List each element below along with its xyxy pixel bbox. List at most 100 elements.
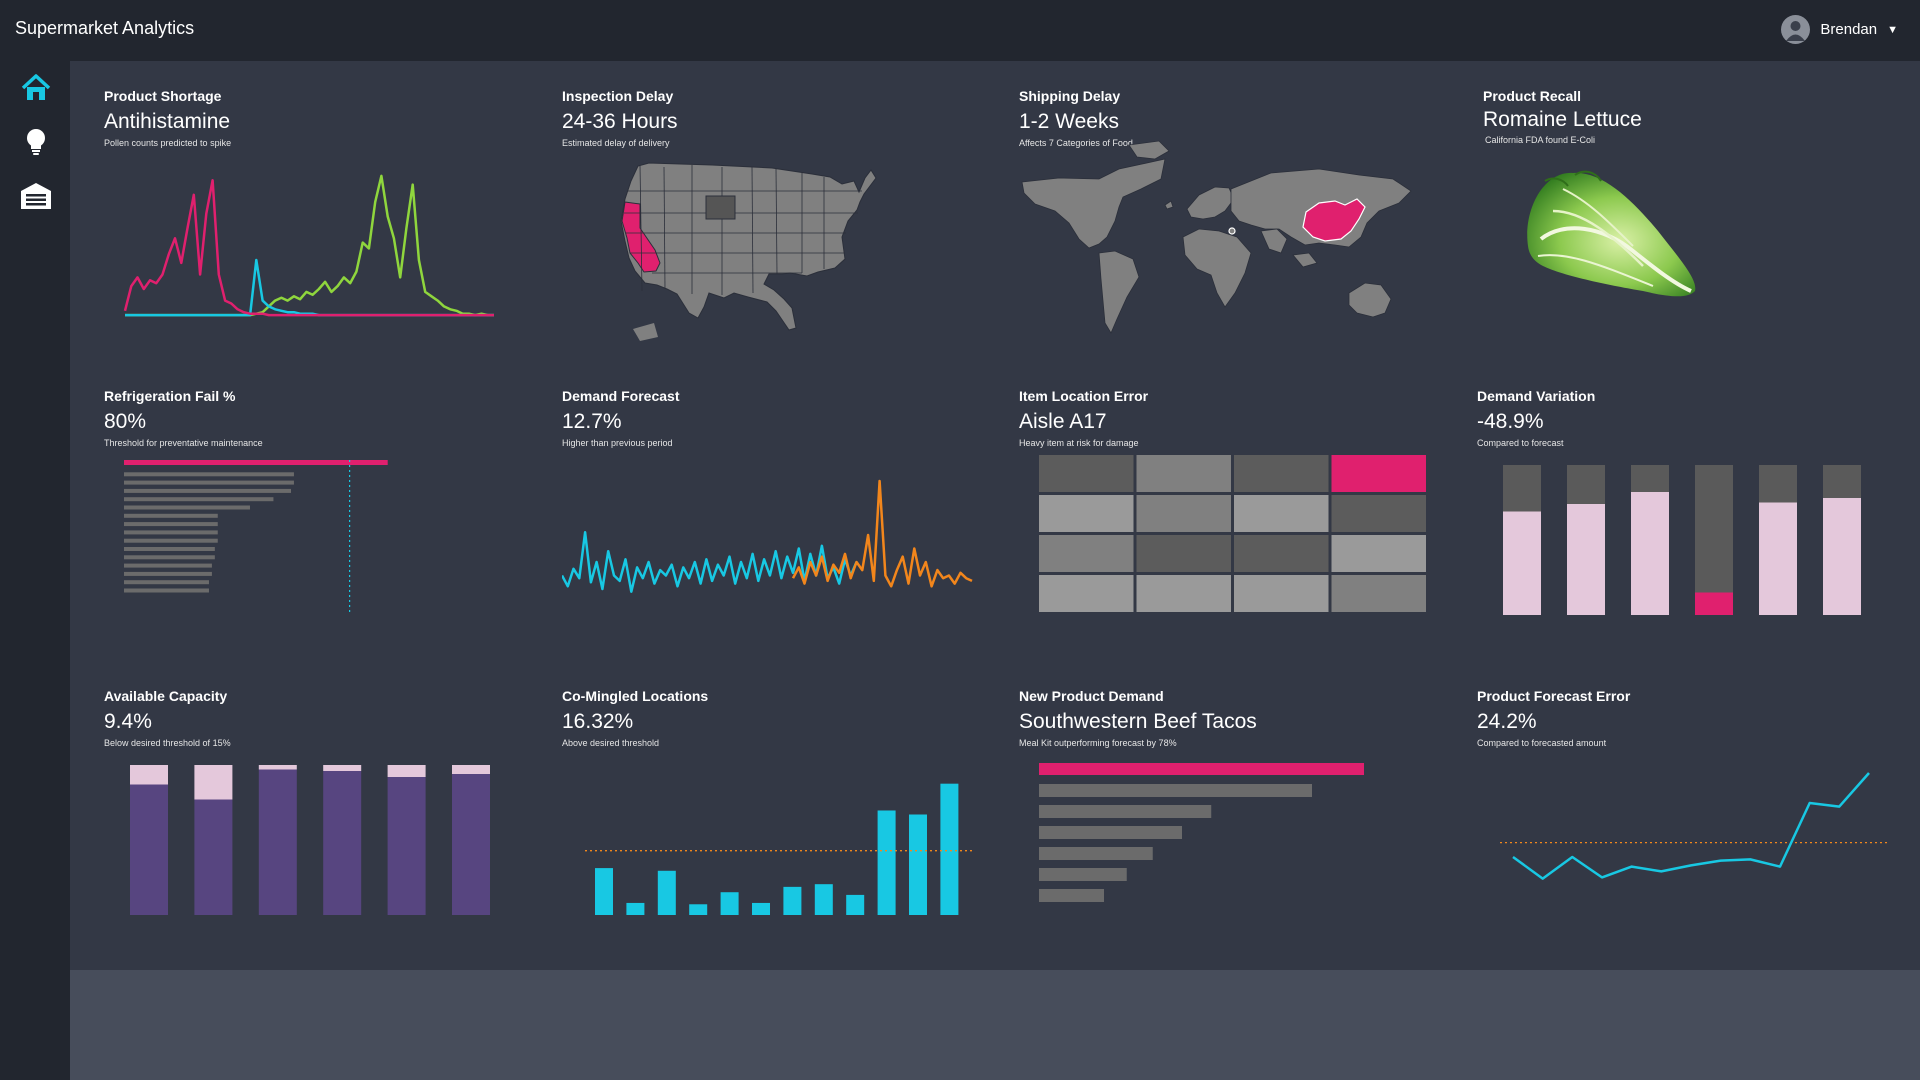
user-icon (1786, 21, 1806, 41)
card-demand-forecast[interactable]: Demand Forecast 12.7% Higher than previo… (562, 361, 982, 641)
sidebar (0, 61, 70, 1080)
card-item-location-error[interactable]: Item Location Error Aisle A17 Heavy item… (1019, 361, 1439, 641)
card-subtitle: Compared to forecast (1477, 438, 1564, 448)
card-title: Shipping Delay (1019, 88, 1121, 104)
warehouse-icon (21, 183, 51, 209)
card-title: Item Location Error (1019, 388, 1149, 404)
bar (387, 777, 426, 915)
bar (1039, 847, 1153, 860)
heat-cell (1331, 495, 1426, 532)
card-available-capacity[interactable]: Available Capacity 9.4% Below desired th… (104, 661, 524, 941)
bar (124, 588, 209, 593)
card-subtitle: Affects 7 Categories of Food (1019, 138, 1133, 148)
heat-cell (1234, 455, 1329, 492)
bar (130, 784, 168, 915)
chevron-down-icon: ▼ (1887, 23, 1898, 36)
card-value: Southwestern Beef Tacos (1019, 710, 1257, 733)
nav-home[interactable] (19, 71, 53, 105)
world-map (1021, 140, 1412, 334)
bar (124, 563, 212, 568)
bar (940, 783, 959, 915)
card-product-recall[interactable]: Product Recall Romaine Lettuce Californi… (1483, 61, 1903, 341)
bar (124, 497, 274, 502)
heat-cell (1136, 495, 1231, 532)
avatar (1781, 15, 1811, 44)
card-title: Product Shortage (104, 88, 222, 104)
continents (1021, 140, 1412, 334)
card-title: Available Capacity (104, 688, 228, 704)
card-title: Co-Mingled Locations (562, 688, 709, 704)
card-value: 9.4% (104, 710, 152, 733)
card-title: Demand Forecast (562, 388, 680, 404)
heat-cell (1136, 535, 1231, 572)
bar (194, 799, 233, 915)
card-product-forecast-error[interactable]: Product Forecast Error 24.2% Compared to… (1477, 661, 1897, 941)
us-map-shape (620, 162, 877, 331)
bar (1503, 511, 1541, 615)
card-value: Antihistamine (104, 110, 231, 133)
bar (124, 547, 215, 551)
bar (1823, 498, 1861, 615)
card-product-shortage[interactable]: Product Shortage Antihistamine Pollen co… (104, 61, 524, 341)
card-subtitle: Heavy item at risk for damage (1019, 438, 1139, 448)
card-new-product-demand[interactable]: New Product Demand Southwestern Beef Tac… (1019, 661, 1439, 941)
bar-remainder (258, 765, 297, 770)
bar (124, 460, 388, 465)
card-value: 12.7% (562, 410, 622, 433)
bar (124, 488, 292, 493)
romaine-lettuce-image (1527, 170, 1696, 297)
bar (124, 555, 215, 560)
bar (124, 571, 212, 576)
bar (846, 894, 865, 915)
capacity-bar-chart (130, 765, 490, 915)
bar (323, 771, 362, 915)
demand-forecast-line-chart (562, 479, 973, 593)
bar (1039, 763, 1364, 775)
card-title: Product Recall (1483, 88, 1582, 104)
bar-remainder (1631, 465, 1669, 492)
bar (1039, 784, 1312, 797)
app-title: Supermarket Analytics (15, 18, 195, 38)
card-subtitle: Threshold for preventative maintenance (104, 438, 263, 448)
heat-cell (1234, 495, 1329, 532)
heat-cell (1136, 455, 1231, 492)
bar (124, 480, 294, 485)
card-subtitle: Above desired threshold (562, 738, 660, 748)
bar (124, 538, 218, 543)
bar-remainder (387, 765, 426, 777)
nav-warehouse[interactable] (19, 179, 53, 213)
bar (909, 814, 927, 915)
user-menu[interactable]: Brendan ▼ (1781, 15, 1898, 44)
card-co-mingled-locations[interactable]: Co-Mingled Locations 16.32% Above desire… (562, 661, 982, 941)
bar-remainder (1759, 465, 1797, 503)
card-subtitle: California FDA found E-Coli (1485, 135, 1596, 145)
colorado (705, 195, 736, 220)
forecast-error-line-chart (1500, 772, 1887, 880)
card-shipping-delay[interactable]: Shipping Delay 1-2 Weeks Affects 7 Categ… (1019, 61, 1439, 341)
bar (814, 884, 833, 915)
pollen-line-chart (123, 174, 494, 317)
bar (452, 774, 490, 915)
card-value: 80% (104, 410, 147, 433)
bar (124, 580, 209, 585)
bar (124, 530, 218, 535)
aisle-heatmap (1039, 455, 1426, 612)
card-value: 24-36 Hours (562, 110, 678, 133)
card-subtitle: Estimated delay of delivery (562, 138, 670, 148)
card-subtitle: Meal Kit outperforming forecast by 78% (1019, 738, 1177, 748)
card-inspection-delay[interactable]: Inspection Delay 24-36 Hours Estimated d… (562, 61, 982, 341)
demand-variation-bar-chart (1503, 465, 1861, 615)
bar-remainder (1567, 465, 1605, 504)
bar (783, 886, 802, 915)
heat-cell (1331, 575, 1426, 612)
series-line (1512, 772, 1870, 880)
bar (657, 870, 676, 915)
heat-cell (1136, 575, 1231, 612)
co-mingled-bar-chart (585, 783, 972, 915)
nav-insights[interactable] (19, 125, 53, 159)
card-demand-variation[interactable]: Demand Variation -48.9% Compared to fore… (1477, 361, 1897, 641)
card-refrigeration-fail[interactable]: Refrigeration Fail % 80% Threshold for p… (104, 361, 524, 641)
bar (752, 902, 770, 915)
card-subtitle: Compared to forecasted amount (1477, 738, 1607, 748)
card-title: New Product Demand (1019, 688, 1164, 704)
